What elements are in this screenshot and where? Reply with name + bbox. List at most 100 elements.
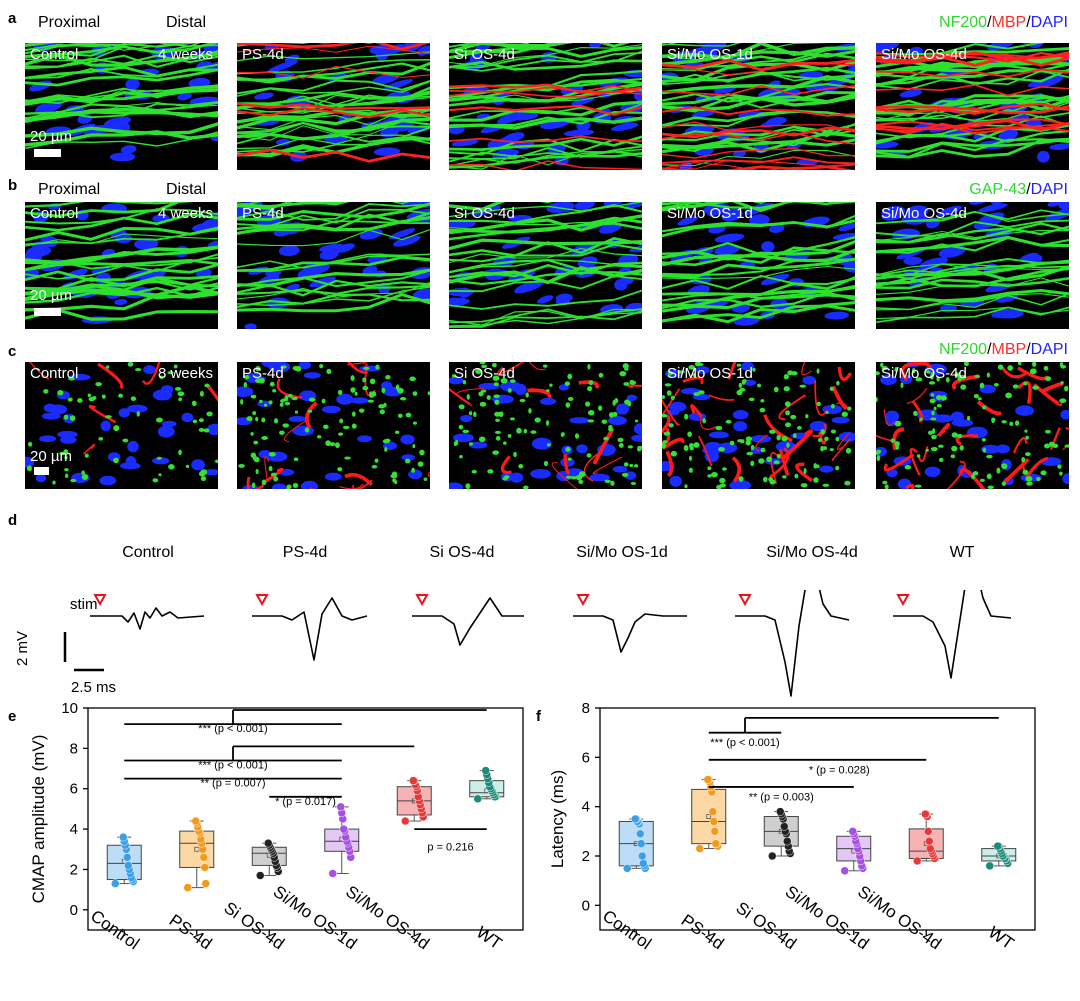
stain-sep: / xyxy=(987,341,992,358)
stim-marker xyxy=(93,594,107,607)
micrograph-tile: PS-4d xyxy=(237,43,430,170)
data-point xyxy=(328,869,337,878)
x-tick-label: PS-4d xyxy=(678,911,728,954)
data-point xyxy=(401,816,410,826)
tile-label: Si/Mo OS-1d xyxy=(667,365,753,382)
stain-dapi: DAPI xyxy=(1030,14,1068,31)
stain-key-c: NF200/MBP/DAPI xyxy=(939,341,1068,359)
panel-label-e: e xyxy=(8,708,17,725)
data-point xyxy=(768,851,777,861)
data-point xyxy=(993,841,1002,851)
data-point xyxy=(985,861,994,871)
cmap-trace xyxy=(893,590,1012,679)
significance-label: ** (p = 0.003) xyxy=(749,792,814,804)
stain-key-a: NF200/MBP/DAPI xyxy=(939,14,1068,32)
scale-bar xyxy=(34,149,61,157)
data-point xyxy=(199,853,208,862)
stain-sep: / xyxy=(1026,14,1031,31)
cmap-trace xyxy=(90,607,205,630)
trace-group-label: Si/Mo OS-4d xyxy=(766,544,858,561)
micrograph-image xyxy=(237,202,430,329)
micrograph-tile: Si/Mo OS-4d xyxy=(876,362,1069,489)
plot-frame xyxy=(87,707,524,931)
data-point xyxy=(409,776,418,785)
data-point xyxy=(639,859,648,868)
panel-label-d: d xyxy=(8,512,18,529)
y-tick-label: 10 xyxy=(61,700,78,717)
scale-bar-label: 20 µm xyxy=(30,287,72,304)
micrograph-tile: Control 4 weeks 20 µm xyxy=(25,43,218,170)
tile-label: Si/Mo OS-4d xyxy=(881,365,967,382)
trace-group-label: WT xyxy=(949,544,975,561)
data-point xyxy=(638,851,647,861)
y-tick-label: 8 xyxy=(582,700,590,717)
significance-label: *** (p < 0.001) xyxy=(710,737,779,749)
micrograph-image xyxy=(662,43,855,170)
micrograph-image xyxy=(237,43,430,163)
stim-marker xyxy=(255,594,269,607)
stain-sep: / xyxy=(1026,341,1031,358)
timepoint-label: 4 weeks xyxy=(157,205,213,222)
micrograph-tile: Control 8 weeks 20 µm xyxy=(25,362,218,489)
data-point xyxy=(921,809,930,819)
scale-bar xyxy=(34,308,61,316)
data-point xyxy=(111,879,120,888)
panel-label-a: a xyxy=(8,10,17,27)
x-tick-label: PS-4d xyxy=(166,911,216,954)
micrograph-image xyxy=(237,362,430,489)
tile-label: PS-4d xyxy=(242,46,284,63)
data-point xyxy=(924,827,933,836)
stim-marker xyxy=(738,594,752,607)
micrograph-tile: Si OS-4d xyxy=(449,202,642,329)
plot-frame xyxy=(599,707,1036,931)
data-point xyxy=(123,853,132,862)
micrograph-image xyxy=(662,202,855,326)
data-point xyxy=(848,827,857,836)
timepoint-label: 8 weeks xyxy=(157,365,213,382)
micrograph-tile: Si/Mo OS-4d xyxy=(876,202,1069,329)
x-tick-label: WT xyxy=(473,923,506,954)
cmap-traces xyxy=(63,590,1012,697)
data-point xyxy=(709,817,718,826)
micrograph-tile: Si/Mo OS-1d xyxy=(662,43,855,170)
micrograph-image xyxy=(449,362,642,489)
data-point xyxy=(711,839,720,848)
data-point xyxy=(636,829,645,839)
y-tick-label: 0 xyxy=(582,897,590,914)
tile-label: Si/Mo OS-1d xyxy=(667,205,753,222)
tile-label: Control xyxy=(30,365,79,382)
proximal-label: Proximal xyxy=(38,181,101,198)
tile-label: Si OS-4d xyxy=(454,365,515,382)
scale-bar-label: 20 µm xyxy=(30,448,72,465)
tile-label: PS-4d xyxy=(242,365,284,382)
box xyxy=(179,830,215,868)
y-tick-label: 0 xyxy=(70,902,78,919)
stain-dapi: DAPI xyxy=(1030,341,1068,358)
data-point xyxy=(336,802,345,812)
stim-marker xyxy=(415,594,429,607)
tile-label: Control xyxy=(30,205,79,222)
trace-group-label: Si OS-4d xyxy=(429,544,495,561)
stim-marker xyxy=(896,594,910,607)
micrograph-tile: PS-4d xyxy=(237,362,430,489)
stain-nf200: NF200 xyxy=(939,14,988,31)
data-point xyxy=(623,864,632,873)
data-point xyxy=(183,883,192,892)
x-tick-label: Si OS-4d xyxy=(220,898,287,953)
data-point xyxy=(840,866,849,876)
stain-mbp: MBP xyxy=(991,14,1027,31)
panel-label-f: f xyxy=(536,708,541,725)
data-point xyxy=(200,863,209,872)
proximal-label: Proximal xyxy=(38,14,101,31)
data-point xyxy=(780,822,789,831)
y-axis-label: CMAP amplitude (mV) xyxy=(29,735,48,904)
stain-mbp: MBP xyxy=(991,341,1027,358)
cmap-trace xyxy=(412,597,524,646)
micrograph-image xyxy=(25,43,218,162)
micrograph-image xyxy=(449,43,642,170)
data-point xyxy=(926,844,935,853)
micrograph-tile: Si/Mo OS-4d xyxy=(876,43,1069,170)
significance-label: p = 0.216 xyxy=(427,841,473,853)
y-tick-label: 6 xyxy=(70,781,78,798)
